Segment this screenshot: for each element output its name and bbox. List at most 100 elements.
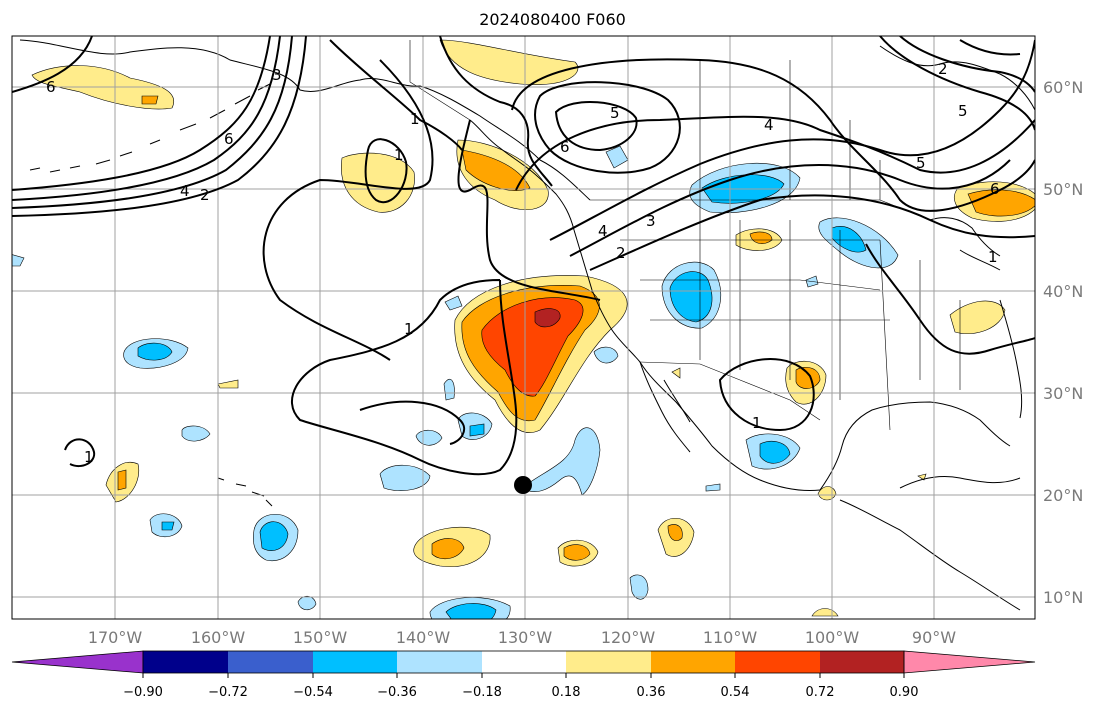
coastline-east-us: [999, 299, 1023, 419]
contour-label: 1: [988, 248, 998, 266]
colorbar-segment: [228, 651, 313, 673]
contour-label: 3: [272, 66, 282, 84]
contour-label: 3: [646, 212, 656, 230]
anomaly-region: [705, 483, 721, 492]
lat-label: 60°N: [1043, 78, 1083, 97]
lon-label: 130°W: [498, 628, 553, 647]
lat-label: 20°N: [1043, 486, 1083, 505]
contour-label: 5: [610, 104, 620, 122]
colorbar-segment: [651, 651, 735, 673]
contour-line: [457, 119, 601, 301]
anomaly-region: [12, 254, 25, 267]
coastline-alaska: [19, 39, 591, 201]
contour-label: 6: [560, 138, 570, 156]
anomaly-region: [759, 441, 791, 464]
lon-label: 90°W: [912, 628, 956, 647]
colorbar-frame: [142, 650, 905, 674]
lat-label: 50°N: [1043, 180, 1083, 199]
lon-label: 150°W: [293, 628, 348, 647]
coastline-hawaii: [217, 477, 273, 507]
contour-label: 1: [84, 448, 94, 466]
anomaly-region: [811, 608, 839, 617]
anomaly-region: [469, 423, 485, 437]
lon-label: 120°W: [601, 628, 656, 647]
coastline-great-lakes: [929, 217, 1001, 271]
contour-label: 1: [394, 146, 404, 164]
colorbar-tick-label: −0.90: [123, 685, 163, 700]
contour-labels: 6 6 6 6 5 5 5 4 4 4 3 3 2 2 2 1 1 1 1 1 …: [46, 60, 1000, 466]
anomaly-region: [671, 367, 681, 379]
anomaly-region: [445, 603, 497, 619]
colorbar-tick-label: −0.54: [293, 685, 333, 700]
colorbar-ticks: [142, 673, 905, 678]
contour-lines: [12, 36, 1035, 476]
contour-label: 1: [404, 320, 414, 338]
colorbar-tick-label: 0.18: [552, 685, 581, 700]
colorbar-extend-max: [903, 650, 1036, 674]
contour-line: [589, 194, 1035, 271]
contour-line: [515, 115, 1035, 191]
colorbar-segment: [820, 651, 904, 673]
colorbar-segment: [143, 651, 228, 673]
lat-label: 30°N: [1043, 384, 1083, 403]
contour-line: [12, 36, 307, 217]
contour-line: [439, 36, 553, 187]
lat-label: 10°N: [1043, 588, 1083, 607]
contour-line: [364, 138, 408, 204]
contour-line: [534, 81, 681, 174]
colorbar-tick-label: −0.72: [208, 685, 248, 700]
contour-line: [290, 279, 518, 476]
colorbar-tick-label: 0.36: [637, 685, 666, 700]
anomaly-region: [481, 297, 584, 397]
anomaly-region: [917, 473, 927, 481]
anomaly-region: [431, 538, 465, 560]
coastlines: [19, 39, 1035, 611]
coastline-bc: [469, 119, 575, 231]
lon-label: 170°W: [88, 628, 143, 647]
colorbar-tick-label: −0.36: [377, 685, 417, 700]
contour-label: 5: [958, 102, 968, 120]
contour-label: 1: [752, 414, 762, 432]
anomaly-region: [443, 378, 455, 401]
map-panel: 6 6 6 6 5 5 5 4 4 4 3 3 2 2 2 1 1 1 1 1 …: [12, 36, 1035, 619]
colorbar-segment: [566, 651, 651, 673]
contour-line: [549, 39, 1035, 241]
anomaly-region: [217, 379, 239, 389]
colorbar-tick-label: 0.72: [806, 685, 835, 700]
contour-line: [865, 243, 1035, 355]
anomaly-region: [534, 308, 561, 328]
contour-label: 5: [916, 154, 926, 172]
anomaly-region: [117, 469, 127, 491]
contour-line: [12, 36, 281, 201]
contour-label: 6: [46, 78, 56, 96]
contour-label: 2: [200, 186, 210, 204]
lon-label: 110°W: [703, 628, 758, 647]
contour-label: 4: [180, 182, 190, 200]
anomaly-region: [439, 39, 579, 85]
contour-line: [64, 438, 96, 468]
lat-label: 40°N: [1043, 282, 1083, 301]
anomaly-region: [667, 524, 683, 541]
coastline-central-am: [839, 475, 1021, 611]
coastline-gulf: [819, 401, 1011, 491]
contour-label: 6: [990, 180, 1000, 198]
contour-line: [359, 400, 466, 445]
latitude-labels: 60°N 50°N 40°N 30°N 20°N 10°N: [1043, 78, 1083, 607]
contour-line: [569, 159, 1011, 257]
anomaly-region: [795, 367, 821, 389]
anomaly-region: [415, 429, 443, 446]
anomaly-region: [297, 595, 317, 611]
coastline-west-us: [573, 229, 821, 491]
colorbar-tick-label: −0.18: [462, 685, 502, 700]
contour-line: [12, 36, 293, 209]
contour-line: [554, 101, 638, 152]
anomaly-region: [461, 149, 531, 191]
anomaly-region: [629, 574, 649, 600]
contour-line: [959, 39, 1021, 56]
contour-line: [329, 39, 463, 151]
contour-line: [899, 36, 1035, 93]
anomaly-region: [563, 544, 591, 561]
anomaly-region: [181, 425, 211, 442]
anomaly-region: [669, 271, 713, 323]
